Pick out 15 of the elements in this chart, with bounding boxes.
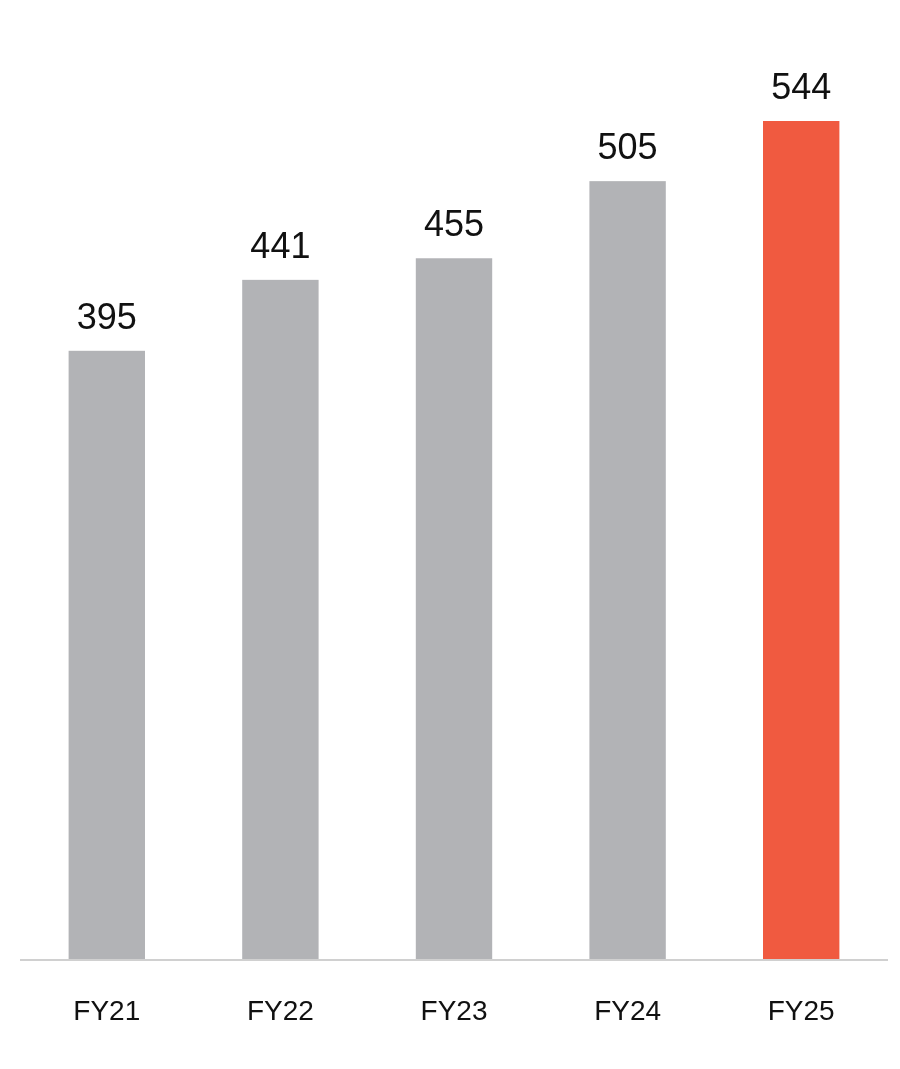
bar <box>68 350 145 960</box>
bar <box>415 258 493 960</box>
x-tick-label: FY23 <box>420 995 488 1026</box>
bar <box>763 121 840 960</box>
bar <box>242 279 319 960</box>
data-label: 441 <box>250 224 311 266</box>
data-label: 544 <box>771 66 832 107</box>
data-label: 395 <box>76 295 137 337</box>
x-tick-label: FY22 <box>246 995 314 1026</box>
x-tick-label: FY21 <box>73 995 141 1026</box>
x-tick-label: FY25 <box>767 995 835 1026</box>
x-tick-label: FY24 <box>594 995 662 1026</box>
data-label: 505 <box>597 126 658 168</box>
data-label: 455 <box>423 203 485 245</box>
bar <box>589 181 666 960</box>
